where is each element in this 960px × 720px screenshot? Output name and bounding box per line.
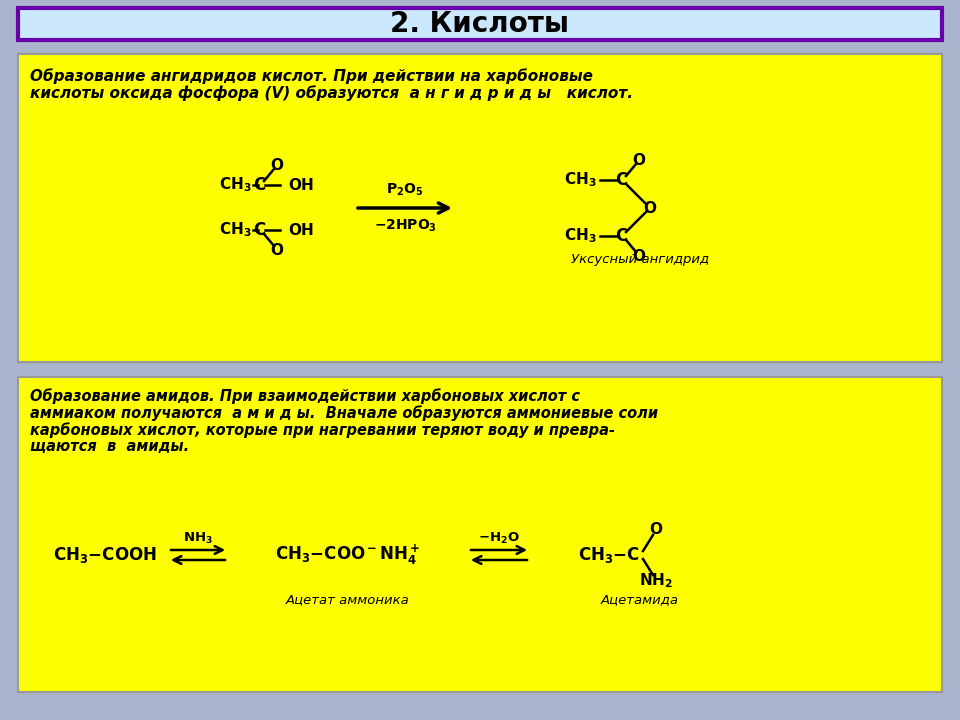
Text: $\mathbf{P_2O_5}$: $\mathbf{P_2O_5}$ bbox=[386, 181, 423, 198]
Text: кислоты оксида фосфора (V) образуются  а н г и д р и д ы   кислот.: кислоты оксида фосфора (V) образуются а … bbox=[30, 85, 633, 101]
Text: аммиаком получаются  а м и д ы.  Вначале образуются аммониевые соли: аммиаком получаются а м и д ы. Вначале о… bbox=[30, 405, 659, 420]
Text: 2. Кислоты: 2. Кислоты bbox=[391, 10, 569, 38]
Text: карбоновых хислот, которые при нагревании теряют воду и превра-: карбоновых хислот, которые при нагревани… bbox=[30, 422, 615, 438]
Text: $\mathbf{C}$: $\mathbf{C}$ bbox=[615, 227, 629, 245]
Text: щаются  в  амиды.: щаются в амиды. bbox=[30, 439, 189, 454]
Text: Ацетат аммоника: Ацетат аммоника bbox=[286, 593, 410, 606]
Text: $\mathbf{CH_3{-}COO^-NH_4^+}$: $\mathbf{CH_3{-}COO^-NH_4^+}$ bbox=[276, 543, 420, 567]
Text: $\mathbf{CH_3}$: $\mathbf{CH_3}$ bbox=[220, 220, 252, 239]
FancyBboxPatch shape bbox=[18, 377, 942, 692]
FancyBboxPatch shape bbox=[18, 8, 942, 40]
Text: $\mathbf{C}$: $\mathbf{C}$ bbox=[253, 176, 267, 194]
Text: Ацетамида: Ацетамида bbox=[601, 593, 679, 606]
Text: $\mathbf{-H_2O}$: $\mathbf{-H_2O}$ bbox=[478, 531, 520, 546]
Text: Образование амидов. При взаимодействии харбоновых хислот с: Образование амидов. При взаимодействии х… bbox=[30, 388, 580, 404]
Text: $\mathbf{NH_3}$: $\mathbf{NH_3}$ bbox=[183, 531, 213, 546]
Text: $\mathbf{OH}$: $\mathbf{OH}$ bbox=[288, 177, 314, 193]
Text: Уксусный ангидрид: Уксусный ангидрид bbox=[571, 253, 709, 266]
Text: $\mathbf{CH_3{-}COOH}$: $\mathbf{CH_3{-}COOH}$ bbox=[53, 545, 156, 565]
Text: $\mathbf{CH_3}$: $\mathbf{CH_3}$ bbox=[220, 176, 252, 194]
Text: $\mathbf{O}$: $\mathbf{O}$ bbox=[643, 200, 658, 216]
Text: $\mathbf{CH_3}$: $\mathbf{CH_3}$ bbox=[564, 227, 597, 246]
Text: Образование ангидридов кислот. При действии на харбоновые: Образование ангидридов кислот. При дейст… bbox=[30, 68, 593, 84]
Text: $\mathbf{C}$: $\mathbf{C}$ bbox=[615, 171, 629, 189]
Text: $\mathbf{O}$: $\mathbf{O}$ bbox=[649, 521, 663, 537]
Text: $\mathbf{O}$: $\mathbf{O}$ bbox=[270, 157, 284, 173]
Text: $\mathbf{O}$: $\mathbf{O}$ bbox=[270, 242, 284, 258]
Text: $\mathbf{CH_3{-}C}$: $\mathbf{CH_3{-}C}$ bbox=[578, 545, 640, 565]
Text: $\mathbf{O}$: $\mathbf{O}$ bbox=[632, 248, 646, 264]
Text: $\mathbf{O}$: $\mathbf{O}$ bbox=[632, 152, 646, 168]
Text: $\mathbf{NH_2}$: $\mathbf{NH_2}$ bbox=[639, 572, 673, 590]
Text: $\mathbf{C}$: $\mathbf{C}$ bbox=[253, 221, 267, 239]
Text: $\mathbf{CH_3}$: $\mathbf{CH_3}$ bbox=[564, 171, 597, 189]
Text: $\mathbf{OH}$: $\mathbf{OH}$ bbox=[288, 222, 314, 238]
FancyBboxPatch shape bbox=[18, 54, 942, 362]
Text: $\mathbf{-2HPO_3}$: $\mathbf{-2HPO_3}$ bbox=[373, 218, 437, 235]
